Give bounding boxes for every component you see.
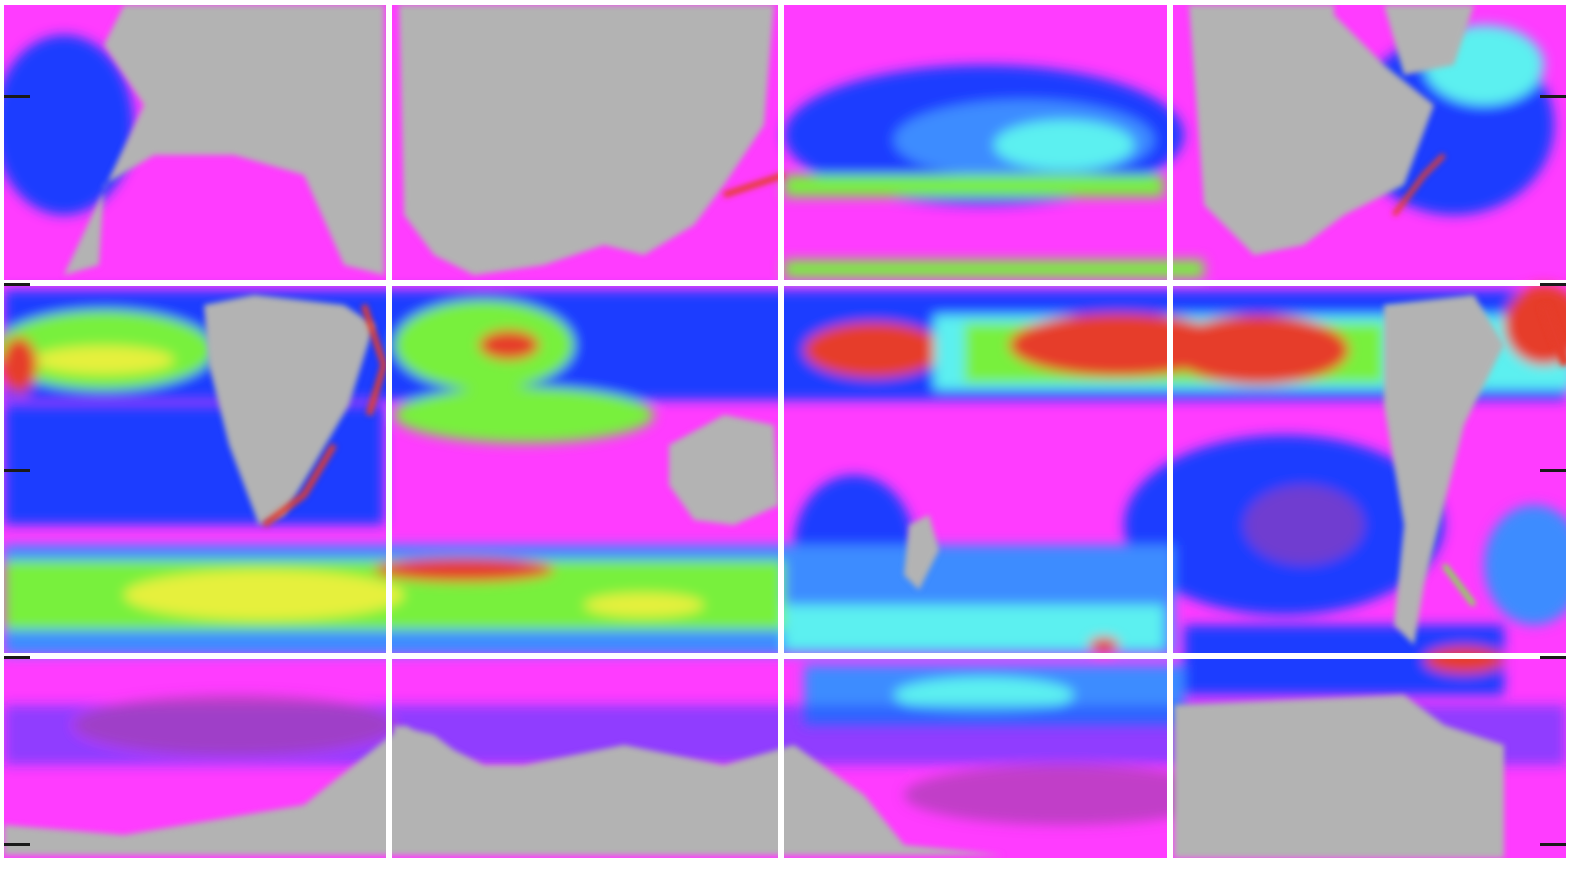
tick-right-3 <box>1540 469 1566 472</box>
tick-left-3 <box>4 469 30 472</box>
grid-line-vertical-3 <box>1167 5 1173 858</box>
tick-right-4 <box>1540 656 1566 659</box>
tick-right-1 <box>1540 95 1566 98</box>
grid-line-vertical-1 <box>386 5 392 858</box>
tick-right-5 <box>1540 843 1566 846</box>
ocean-field-raster <box>4 5 1566 858</box>
tick-left-1 <box>4 95 30 98</box>
tick-right-2 <box>1540 283 1566 286</box>
ocean-map <box>4 5 1566 858</box>
landmasses <box>4 5 1504 858</box>
grid-line-horizontal-1 <box>4 280 1566 286</box>
coastal-highlights <box>262 153 1566 607</box>
tick-left-4 <box>4 656 30 659</box>
grid-line-vertical-2 <box>778 5 784 858</box>
grid-line-horizontal-2 <box>4 653 1566 659</box>
tick-left-2 <box>4 283 30 286</box>
tick-left-5 <box>4 843 30 846</box>
field-bands <box>4 25 1566 825</box>
